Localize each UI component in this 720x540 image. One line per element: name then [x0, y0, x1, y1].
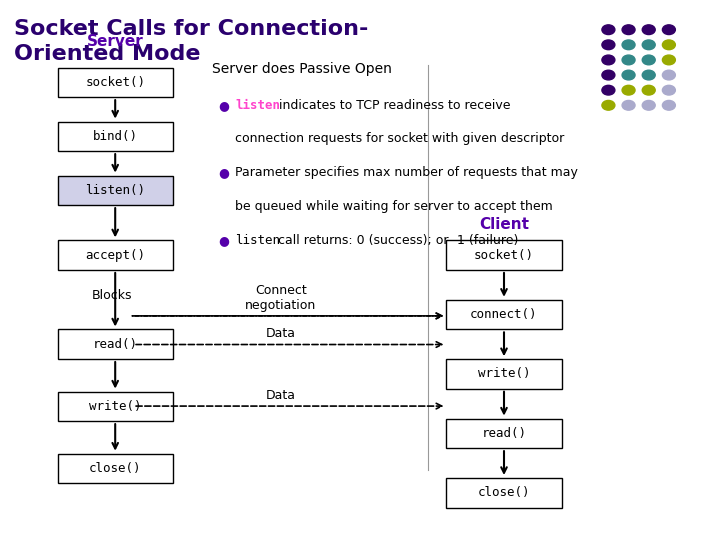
- FancyBboxPatch shape: [58, 176, 173, 205]
- FancyBboxPatch shape: [446, 418, 562, 448]
- Circle shape: [622, 40, 635, 50]
- Circle shape: [642, 100, 655, 110]
- Text: listen(): listen(): [85, 184, 145, 197]
- Circle shape: [662, 55, 675, 65]
- Text: Parameter specifies max number of requests that may: Parameter specifies max number of reques…: [235, 166, 578, 179]
- Circle shape: [642, 85, 655, 95]
- Text: indicates to TCP readiness to receive: indicates to TCP readiness to receive: [275, 99, 510, 112]
- Text: Socket Calls for Connection-
Oriented Mode: Socket Calls for Connection- Oriented Mo…: [14, 19, 369, 64]
- Text: connection requests for socket with given descriptor: connection requests for socket with give…: [235, 132, 564, 145]
- Circle shape: [622, 85, 635, 95]
- Text: be queued while waiting for server to accept them: be queued while waiting for server to ac…: [235, 200, 553, 213]
- Circle shape: [662, 100, 675, 110]
- FancyBboxPatch shape: [446, 240, 562, 270]
- FancyBboxPatch shape: [446, 478, 562, 508]
- Circle shape: [622, 100, 635, 110]
- Text: accept(): accept(): [85, 248, 145, 262]
- Circle shape: [642, 40, 655, 50]
- Circle shape: [642, 25, 655, 35]
- Text: ●: ●: [218, 99, 229, 112]
- Text: write(): write(): [89, 400, 141, 413]
- Circle shape: [602, 40, 615, 50]
- Circle shape: [622, 55, 635, 65]
- Text: read(): read(): [93, 338, 138, 351]
- Text: bind(): bind(): [93, 130, 138, 143]
- Circle shape: [662, 70, 675, 80]
- Circle shape: [602, 85, 615, 95]
- FancyBboxPatch shape: [58, 240, 173, 270]
- Text: Server does Passive Open: Server does Passive Open: [212, 62, 392, 76]
- FancyBboxPatch shape: [446, 300, 562, 329]
- Text: close(): close(): [478, 486, 530, 500]
- FancyBboxPatch shape: [446, 359, 562, 389]
- Text: write(): write(): [478, 367, 530, 381]
- Text: read(): read(): [482, 427, 526, 440]
- Text: Connect
negotiation: Connect negotiation: [246, 284, 316, 312]
- Circle shape: [642, 55, 655, 65]
- Text: call returns: 0 (success); or -1 (failure): call returns: 0 (success); or -1 (failur…: [274, 234, 518, 247]
- Text: ●: ●: [218, 234, 229, 247]
- Text: socket(): socket(): [474, 248, 534, 262]
- Text: Data: Data: [266, 327, 296, 340]
- Circle shape: [622, 25, 635, 35]
- Circle shape: [602, 70, 615, 80]
- Text: Client: Client: [479, 217, 529, 232]
- Text: close(): close(): [89, 462, 141, 475]
- Circle shape: [662, 25, 675, 35]
- Circle shape: [642, 70, 655, 80]
- Circle shape: [662, 85, 675, 95]
- Circle shape: [602, 100, 615, 110]
- FancyBboxPatch shape: [58, 68, 173, 97]
- Text: Server: Server: [87, 33, 143, 49]
- Circle shape: [662, 40, 675, 50]
- Text: Blocks: Blocks: [91, 289, 132, 302]
- Text: connect(): connect(): [470, 308, 538, 321]
- Circle shape: [602, 55, 615, 65]
- Text: listen: listen: [235, 99, 280, 112]
- FancyBboxPatch shape: [58, 122, 173, 151]
- Text: listen: listen: [235, 234, 280, 247]
- Circle shape: [602, 25, 615, 35]
- FancyBboxPatch shape: [58, 454, 173, 483]
- Circle shape: [622, 70, 635, 80]
- Text: Data: Data: [266, 389, 296, 402]
- Text: ●: ●: [218, 166, 229, 179]
- Text: socket(): socket(): [85, 76, 145, 89]
- FancyBboxPatch shape: [58, 392, 173, 421]
- FancyBboxPatch shape: [58, 329, 173, 359]
